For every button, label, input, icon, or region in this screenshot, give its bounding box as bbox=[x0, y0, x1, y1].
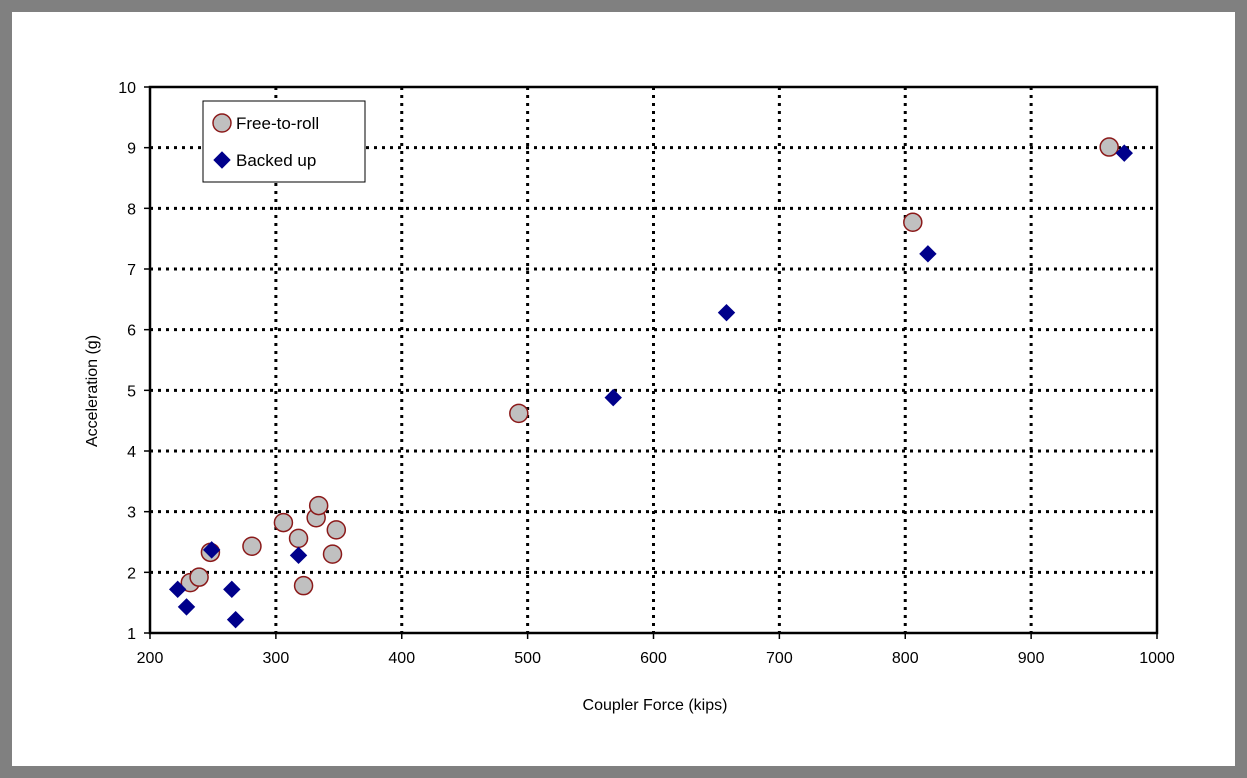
y-tick-label: 6 bbox=[127, 323, 136, 340]
y-tick-label: 9 bbox=[127, 141, 136, 158]
y-tick-label: 4 bbox=[127, 444, 136, 461]
x-tick-label: 500 bbox=[514, 650, 541, 667]
x-tick-label: 600 bbox=[640, 650, 667, 667]
x-tick-label: 400 bbox=[388, 650, 415, 667]
y-tick-label: 2 bbox=[127, 565, 136, 582]
x-tick-label: 700 bbox=[766, 650, 793, 667]
free-to-roll-point bbox=[1099, 137, 1119, 157]
free-to-roll-point bbox=[288, 528, 309, 549]
backed-up-point bbox=[177, 598, 196, 616]
backed-up-point bbox=[604, 388, 622, 407]
x-tick-label: 1000 bbox=[1139, 650, 1175, 667]
x-tick-label: 900 bbox=[1018, 650, 1045, 667]
series-diamond bbox=[168, 144, 1133, 629]
legend: Free-to-roll Backed up bbox=[202, 100, 366, 183]
free-to-roll-point bbox=[322, 544, 343, 564]
backed-up-point bbox=[717, 303, 736, 322]
free-to-roll-point bbox=[903, 212, 923, 233]
free-to-roll-point bbox=[189, 567, 209, 587]
y-tick-label: 8 bbox=[127, 201, 136, 218]
backed-up-point bbox=[202, 541, 221, 559]
legend-marker-circle bbox=[212, 113, 232, 133]
legend-box bbox=[202, 100, 366, 183]
x-axis-title: Coupler Force (kips) bbox=[583, 697, 728, 714]
backed-up-point bbox=[168, 580, 187, 599]
legend-label: Backed up bbox=[236, 151, 316, 170]
y-tick-label: 3 bbox=[127, 505, 136, 522]
free-to-roll-point bbox=[242, 536, 262, 556]
free-to-roll-point bbox=[273, 512, 294, 533]
x-tick-label: 300 bbox=[263, 650, 290, 667]
plot-border bbox=[144, 85, 1159, 639]
y-tick-label: 1 bbox=[127, 626, 136, 643]
tick-labels: 200 300 400 500 600 700 800 900 1000 1 2 3 4 5 6 7 8 9 10 bbox=[118, 80, 1175, 667]
free-to-roll-point bbox=[293, 575, 314, 596]
series-circle bbox=[180, 137, 1119, 596]
backed-up-point bbox=[226, 610, 245, 629]
backed-up-point bbox=[919, 245, 937, 263]
backed-up-point bbox=[223, 580, 241, 599]
y-tick-label: 10 bbox=[118, 80, 136, 97]
free-to-roll-point bbox=[326, 520, 347, 540]
y-tick-label: 5 bbox=[127, 383, 136, 400]
y-axis-title: Acceleration (g) bbox=[84, 335, 101, 447]
x-tick-label: 200 bbox=[137, 650, 164, 667]
free-to-roll-point bbox=[308, 495, 329, 516]
legend-label: Free-to-roll bbox=[236, 114, 319, 133]
x-tick-label: 800 bbox=[892, 650, 919, 667]
legend-marker-diamond bbox=[213, 151, 231, 169]
y-tick-label: 7 bbox=[127, 262, 136, 279]
backed-up-point bbox=[1115, 144, 1133, 162]
free-to-roll-point bbox=[509, 403, 529, 424]
data-points bbox=[168, 137, 1133, 629]
backed-up-point bbox=[289, 546, 308, 565]
